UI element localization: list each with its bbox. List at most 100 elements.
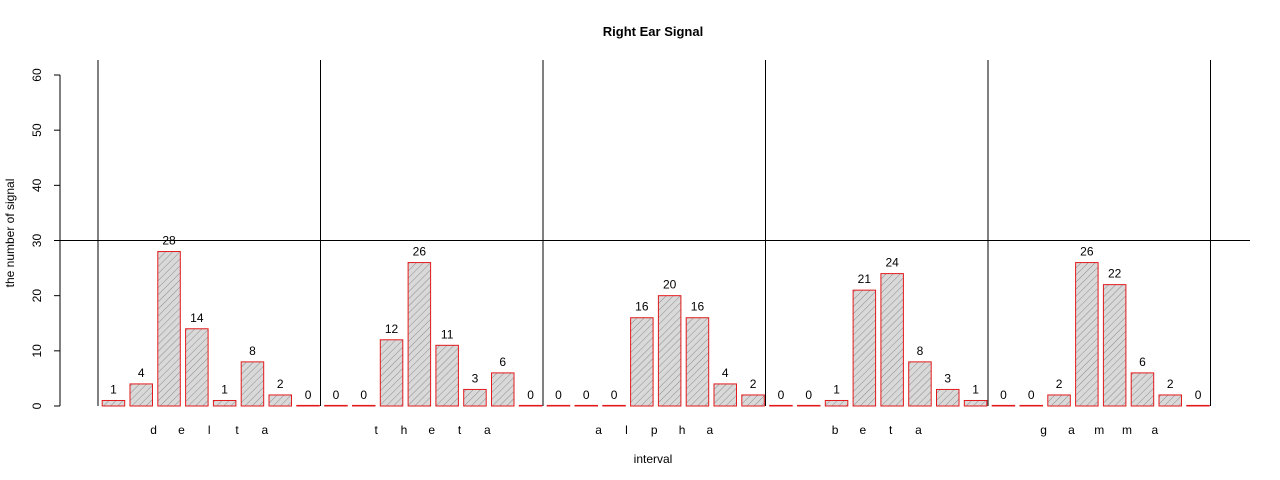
bar-value-label: 22 [1108, 267, 1122, 281]
bar [185, 328, 209, 407]
bar [852, 289, 877, 407]
bar [713, 383, 737, 407]
bar-value-label: 24 [885, 256, 899, 270]
bar [1075, 262, 1099, 407]
bar [268, 394, 292, 407]
group-label-letter: a [262, 423, 269, 437]
bar [157, 251, 181, 407]
group-label-letter: g [1040, 423, 1047, 437]
bar-value-label: 8 [917, 344, 924, 358]
bar [352, 404, 376, 407]
bar [741, 394, 765, 407]
bar [129, 383, 153, 407]
bar-value-label: 2 [1167, 377, 1174, 391]
bar [518, 404, 543, 407]
x-axis-label: interval [634, 452, 673, 466]
bar-value-label: 0 [805, 388, 812, 402]
bar-value-label: 21 [858, 272, 872, 286]
group-label-letter: m [1094, 423, 1104, 437]
bar-value-label: 0 [1028, 388, 1035, 402]
bar [379, 339, 404, 407]
bar-group: 0 0 0 16 20 16 4 2 a l p h a [546, 278, 765, 437]
bar [1102, 284, 1127, 407]
group-label-letter: h [679, 423, 686, 437]
bar [1158, 394, 1182, 407]
bar [1130, 372, 1155, 407]
bar-value-label: 11 [441, 327, 454, 341]
group-label-letter: t [889, 423, 893, 437]
bar-value-label: 0 [305, 388, 312, 402]
bar-value-label: 12 [385, 322, 399, 336]
bar-value-label: 3 [472, 371, 479, 385]
y-axis-label: the number of signal [3, 179, 17, 288]
bar [963, 399, 988, 407]
bar [463, 388, 487, 407]
bar [824, 399, 849, 407]
bar-value-label: 4 [722, 366, 729, 380]
y-tick-label: 40 [30, 178, 44, 192]
bar [574, 404, 598, 407]
bar [435, 344, 459, 407]
y-tick-label: 10 [30, 344, 44, 358]
bar [407, 262, 432, 407]
bar [630, 317, 654, 407]
bar [240, 361, 265, 407]
bar-value-label: 0 [555, 388, 562, 402]
group-label-letter: e [860, 423, 867, 437]
group-label-letter: a [595, 423, 602, 437]
bar-value-label: 6 [1139, 355, 1146, 369]
bar [491, 372, 515, 407]
bar-value-label: 0 [583, 388, 590, 402]
bar-value-label: 6 [499, 355, 506, 369]
bar [1047, 394, 1071, 407]
group-label-letter: h [401, 423, 408, 437]
group-label-letter: a [707, 423, 714, 437]
group-label-letter: t [374, 423, 378, 437]
group-label-letter: m [1122, 423, 1132, 437]
bar-value-label: 1 [110, 382, 117, 396]
y-tick-label: 50 [30, 123, 44, 137]
bar-value-label: 16 [635, 300, 649, 314]
bar [1019, 404, 1043, 407]
bar [991, 404, 1016, 407]
bar-value-label: 0 [360, 388, 367, 402]
group-label-letter: a [484, 423, 491, 437]
y-tick-label: 0 [30, 402, 44, 409]
y-tick-label: 30 [30, 234, 44, 248]
bar [324, 404, 348, 407]
bar-value-label: 16 [691, 300, 705, 314]
bar-value-label: 20 [663, 278, 677, 292]
bar [797, 404, 821, 407]
bar-value-label: 26 [413, 245, 427, 259]
group-label-letter: l [625, 423, 628, 437]
bar-value-label: 0 [611, 388, 618, 402]
bar [908, 361, 932, 407]
group-label-letter: l [208, 423, 211, 437]
bar [936, 388, 960, 407]
bar [212, 399, 237, 407]
group-label-letter: a [915, 423, 922, 437]
bar-value-label: 8 [249, 344, 256, 358]
group-label-letter: d [150, 423, 157, 437]
bar-value-label: 26 [1080, 245, 1094, 259]
bar-value-label: 0 [1195, 388, 1202, 402]
bar-value-label: 0 [527, 388, 534, 402]
bar [101, 399, 126, 407]
y-tick-label: 20 [30, 289, 44, 303]
group-label-letter: e [178, 423, 185, 437]
y-axis: 0 10 20 30 40 50 60 [30, 68, 61, 409]
y-tick-label: 60 [30, 68, 44, 82]
group-label-letter: b [832, 423, 839, 437]
bar [657, 295, 682, 407]
bar-value-label: 1 [972, 382, 979, 396]
group-label-letter: t [458, 423, 462, 437]
bar-value-label: 2 [277, 377, 284, 391]
bar-value-label: 3 [944, 371, 951, 385]
group-label-letter: p [651, 423, 658, 437]
bar-value-label: 1 [833, 382, 840, 396]
group-label-letter: t [235, 423, 239, 437]
